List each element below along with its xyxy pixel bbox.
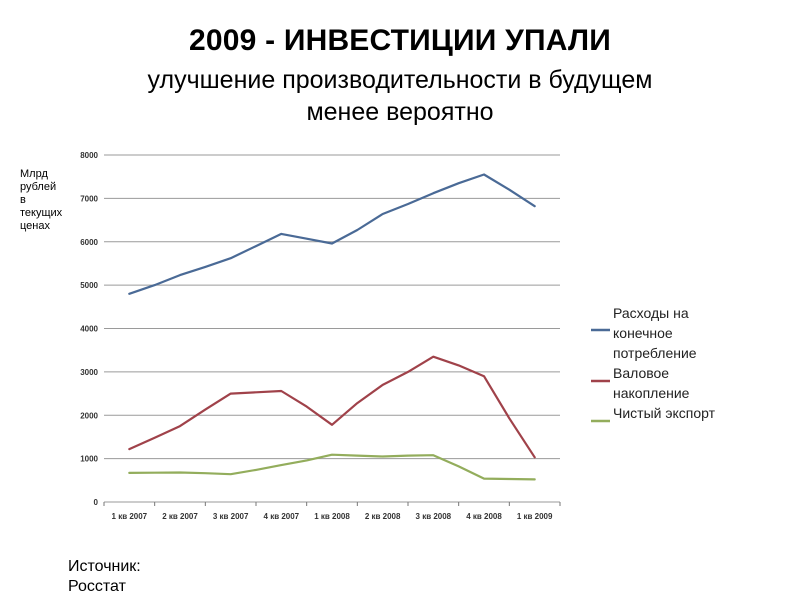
x-tick-label: 3 кв 2007 bbox=[213, 512, 249, 521]
page-subtitle: улучшение производительности в будущем м… bbox=[60, 64, 740, 128]
y-axis-label-line: Млрд bbox=[20, 168, 48, 180]
subtitle-line-2: менее вероятно bbox=[306, 98, 494, 126]
series-line-1 bbox=[128, 173, 536, 295]
legend-label: потребление bbox=[613, 345, 697, 361]
y-tick-label: 1000 bbox=[80, 455, 98, 464]
y-axis-label: Млрд рублей в текущих ценах bbox=[20, 168, 80, 233]
y-axis-label-line: рублей bbox=[20, 181, 57, 193]
x-tick-label: 1 кв 2008 bbox=[314, 512, 350, 521]
y-tick-label: 8000 bbox=[80, 151, 98, 160]
legend-label: Чистый экспорт bbox=[613, 405, 716, 421]
y-axis-label-line: текущих bbox=[20, 207, 63, 219]
x-tick-label: 4 кв 2007 bbox=[264, 512, 300, 521]
legend-label: накопление bbox=[613, 385, 690, 401]
legend-label: конечное bbox=[613, 325, 673, 341]
y-tick-label: 3000 bbox=[80, 368, 98, 377]
source-note: Источник: Росстат bbox=[68, 557, 208, 597]
x-tick-label: 4 кв 2008 bbox=[466, 512, 502, 521]
y-tick-label: 6000 bbox=[80, 238, 98, 247]
x-tick-label: 2 кв 2007 bbox=[162, 512, 198, 521]
series-line-3 bbox=[128, 453, 536, 481]
x-tick-label: 3 кв 2008 bbox=[416, 512, 452, 521]
y-tick-label: 4000 bbox=[80, 325, 98, 334]
subtitle-line-1: улучшение производительности в будущем bbox=[147, 66, 653, 94]
page-title: 2009 - ИНВЕСТИЦИИ УПАЛИ bbox=[189, 24, 611, 57]
source-line: Источник: bbox=[68, 558, 141, 575]
legend-label: Расходы на bbox=[613, 305, 689, 321]
y-axis-label-line: ценах bbox=[20, 220, 50, 232]
y-tick-label: 0 bbox=[94, 498, 99, 507]
y-axis-label-line: в bbox=[20, 194, 26, 206]
y-tick-label: 7000 bbox=[80, 194, 98, 203]
x-tick-label: 1 кв 2009 bbox=[517, 512, 553, 521]
x-tick-label: 1 кв 2007 bbox=[112, 512, 148, 521]
source-line: Росстат bbox=[68, 578, 126, 595]
x-tick-label: 2 кв 2008 bbox=[365, 512, 401, 521]
legend-label: Валовое bbox=[613, 365, 669, 381]
y-tick-label: 2000 bbox=[80, 411, 98, 420]
y-tick-label: 5000 bbox=[80, 281, 98, 290]
series-line-2 bbox=[128, 355, 536, 459]
